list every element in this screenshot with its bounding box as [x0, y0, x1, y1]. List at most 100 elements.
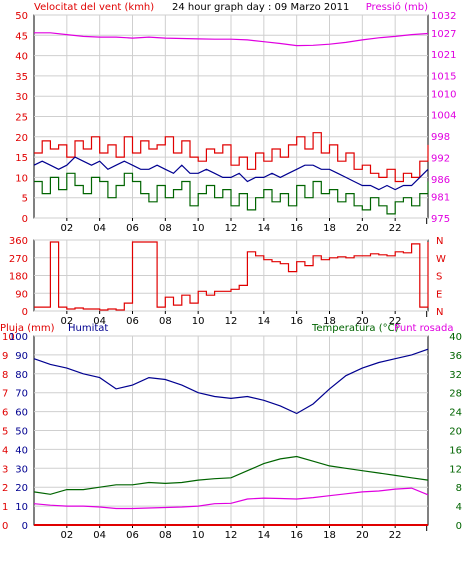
p1-xtick-label-04: 04: [93, 223, 106, 234]
temperature-ytick-0: 0: [456, 521, 462, 532]
p2-xtick-label-16: 16: [290, 316, 303, 327]
humidity-ytick-0: 0: [22, 521, 28, 532]
humidity-ytick-30: 30: [15, 464, 28, 475]
direction-compass-N-4: N: [436, 236, 443, 247]
p3-xtick-label-22: 22: [389, 530, 402, 541]
p3-xtick-label-08: 08: [159, 530, 172, 541]
temperature-ytick-16: 16: [449, 445, 462, 456]
humidity-ytick-100: 100: [9, 332, 28, 343]
wind-ytick-5: 5: [22, 194, 28, 205]
pressure-ytick-998: 998: [431, 132, 450, 143]
humidity-ytick-50: 50: [15, 427, 28, 438]
temperature-line: [33, 455, 429, 495]
dewpoint-axis-label: Punt rosada: [394, 323, 453, 334]
humidity-ytick-70: 70: [15, 389, 28, 400]
rain-ytick-0: 0: [2, 521, 8, 532]
direction-ytick-270: 270: [9, 254, 28, 265]
direction-ytick-90: 90: [15, 289, 28, 300]
rain-ytick-9: 9: [2, 351, 8, 362]
p2-xtick-label-02: 02: [60, 316, 73, 327]
tick-label-layer: 0510152025303540455097598198699299810041…: [2, 11, 462, 541]
rain-ytick-5: 5: [2, 427, 8, 438]
wind-ytick-10: 10: [15, 173, 28, 184]
temperature-ytick-24: 24: [449, 408, 462, 419]
p1-xtick-label-22: 22: [389, 223, 402, 234]
rain-axis-label: Pluja (mm): [0, 323, 55, 334]
direction-compass-S-2: S: [436, 272, 442, 283]
wind-ytick-15: 15: [15, 153, 28, 164]
wind-direction-line: [34, 241, 429, 311]
temperature-ytick-4: 4: [456, 502, 462, 513]
grid-layer: [34, 14, 428, 531]
rain-ytick-8: 8: [2, 370, 8, 381]
wind-ytick-0: 0: [22, 214, 28, 225]
p2-xtick-label-10: 10: [192, 316, 205, 327]
direction-compass-W-3: W: [436, 254, 446, 265]
p1-xtick-label-08: 08: [159, 223, 172, 234]
p2-xtick-label-18: 18: [323, 316, 336, 327]
temperature-ytick-8: 8: [456, 483, 462, 494]
temperature-axis-label: Temperatura (°C): [311, 323, 399, 334]
p2-xtick-label-04: 04: [93, 316, 106, 327]
series-layer: [33, 32, 429, 526]
p3-xtick-label-06: 06: [126, 530, 139, 541]
humidity-ytick-40: 40: [15, 445, 28, 456]
p3-xtick-label-20: 20: [356, 530, 369, 541]
p2-xtick-label-20: 20: [356, 316, 369, 327]
p1-xtick-label-16: 16: [290, 223, 303, 234]
direction-ytick-360: 360: [9, 236, 28, 247]
wind-avg-line: [33, 156, 429, 191]
rain-ytick-4: 4: [2, 445, 8, 456]
p2-xtick-label-08: 08: [159, 316, 172, 327]
pressure-ytick-1027: 1027: [431, 29, 456, 40]
wind-ytick-30: 30: [15, 92, 28, 103]
p3-xtick-label-02: 02: [60, 530, 73, 541]
humidity-axis-label: Humitat: [68, 323, 108, 334]
pressure-ytick-1032: 1032: [431, 11, 456, 22]
p1-xtick-label-12: 12: [225, 223, 238, 234]
pressure-ytick-975: 975: [431, 214, 450, 225]
pressure-ytick-1021: 1021: [431, 50, 456, 61]
pressure-axis-label: Pressió (mb): [366, 1, 428, 13]
rain-ytick-3: 3: [2, 464, 8, 475]
temperature-ytick-28: 28: [449, 389, 462, 400]
wind-ytick-50: 50: [15, 11, 28, 22]
rain-ytick-7: 7: [2, 389, 8, 400]
pressure-ytick-992: 992: [431, 153, 450, 164]
pressure-ytick-1010: 1010: [431, 89, 456, 100]
wind-ytick-25: 25: [15, 113, 28, 124]
pressure-ytick-981: 981: [431, 193, 450, 204]
p3-xtick-label-18: 18: [323, 530, 336, 541]
p1-xtick-label-18: 18: [323, 223, 336, 234]
rain-ytick-1: 1: [2, 502, 8, 513]
direction-compass-N-0: N: [436, 307, 443, 318]
humidity-ytick-80: 80: [15, 370, 28, 381]
rain-ytick-2: 2: [2, 483, 8, 494]
p1-xtick-label-14: 14: [257, 223, 270, 234]
p3-xtick-label-10: 10: [192, 530, 205, 541]
pressure-ytick-1015: 1015: [431, 72, 456, 83]
p1-xtick-label-06: 06: [126, 223, 139, 234]
temperature-ytick-12: 12: [449, 464, 462, 475]
pressure-ytick-986: 986: [431, 175, 450, 186]
humidity-ytick-10: 10: [15, 502, 28, 513]
wind-ytick-40: 40: [15, 52, 28, 63]
p2-xtick-label-06: 06: [126, 316, 139, 327]
humidity-line: [33, 348, 429, 415]
wind-ytick-45: 45: [15, 31, 28, 42]
p3-xtick-label-16: 16: [290, 530, 303, 541]
p3-xtick-label-04: 04: [93, 530, 106, 541]
direction-compass-E-1: E: [436, 289, 442, 300]
p1-xtick-label-10: 10: [192, 223, 205, 234]
humidity-ytick-60: 60: [15, 408, 28, 419]
p3-xtick-label-14: 14: [257, 530, 270, 541]
wind-gust-line: [34, 132, 429, 183]
temperature-ytick-40: 40: [449, 332, 462, 343]
p1-xtick-label-02: 02: [60, 223, 73, 234]
temperature-ytick-36: 36: [449, 351, 462, 362]
p2-xtick-label-12: 12: [225, 316, 238, 327]
p1-xtick-label-20: 20: [356, 223, 369, 234]
